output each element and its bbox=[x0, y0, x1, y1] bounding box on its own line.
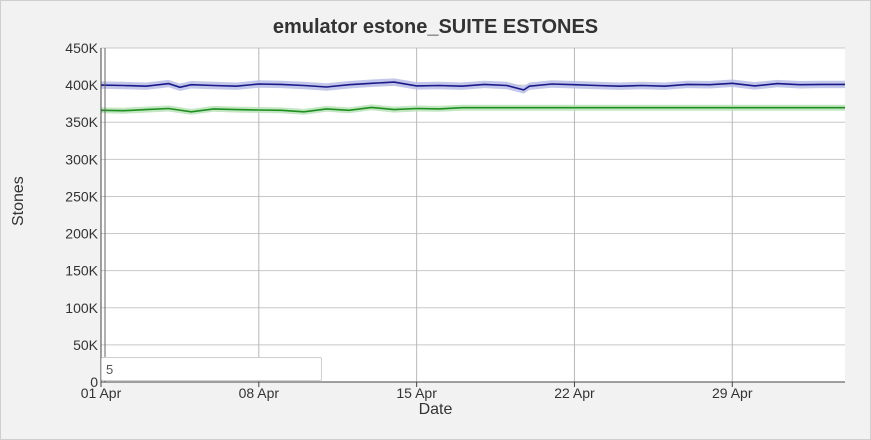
chart-title: emulator estone_SUITE ESTONES bbox=[272, 16, 599, 38]
y-tick-label: 0 bbox=[90, 374, 98, 390]
series-line-1 bbox=[100, 81, 845, 91]
x-tick-label: 01 Apr bbox=[81, 385, 122, 401]
y-tick-label: 200K bbox=[65, 226, 98, 242]
x-tick-label: 22 Apr bbox=[554, 385, 595, 401]
series-line-2 bbox=[100, 106, 845, 113]
y-tick-label: 400K bbox=[65, 77, 98, 93]
rolling-window-input[interactable] bbox=[101, 357, 322, 381]
y-tick-label: 300K bbox=[65, 151, 98, 167]
y-tick-label: 50K bbox=[73, 337, 99, 353]
y-tick-label: 100K bbox=[65, 300, 98, 316]
y-tick-label: 450K bbox=[65, 40, 98, 56]
y-axis-label: Stones bbox=[10, 176, 27, 226]
y-tick-label: 250K bbox=[65, 188, 98, 204]
x-tick-label: 29 Apr bbox=[712, 385, 753, 401]
x-axis-label: Date bbox=[418, 401, 453, 418]
x-tick-label: 15 Apr bbox=[396, 385, 437, 401]
x-tick-label: 08 Apr bbox=[239, 385, 280, 401]
y-tick-label: 150K bbox=[65, 263, 98, 279]
plot-area bbox=[101, 48, 845, 382]
y-tick-label: 350K bbox=[65, 114, 98, 130]
